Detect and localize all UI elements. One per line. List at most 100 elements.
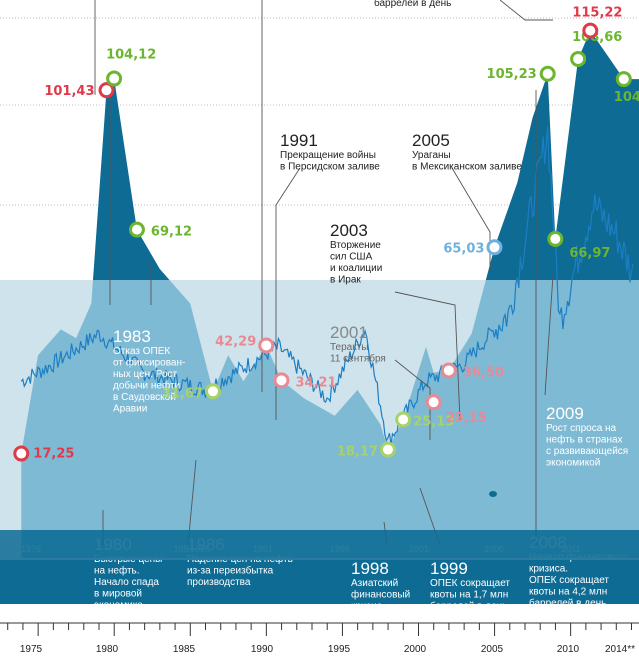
annotation-line: из-за переизбытка xyxy=(187,565,274,577)
annotation-line: квоты на 1,7 млн xyxy=(430,590,508,601)
annotation-line: кризиса. xyxy=(529,564,568,575)
marker-value: 31,67 xyxy=(162,386,203,401)
annotation-year: 1999 xyxy=(430,559,468,578)
price-marker-13: 66,97 xyxy=(547,230,610,261)
price-marker-15: 115,22 xyxy=(572,6,622,39)
marker-circle xyxy=(425,394,442,411)
annotation-line: производства xyxy=(187,577,251,588)
annotation-line: в Ирак xyxy=(330,275,361,286)
events-band-upper xyxy=(0,530,639,560)
monthly-price-line xyxy=(20,126,634,497)
annotation-line: и коалиции xyxy=(330,263,382,274)
x-tick-label: 2005 xyxy=(481,644,504,655)
marker-value: 104,12 xyxy=(106,48,156,63)
leader-2011 xyxy=(499,0,553,21)
annotation-line: в мировой xyxy=(94,589,142,600)
annotation-line: Ураганы xyxy=(412,150,451,161)
marker-value: 105,23 xyxy=(487,67,537,82)
price-marker-0: 17,25 xyxy=(13,445,74,462)
price-marker-10: 36,50 xyxy=(440,362,504,380)
price-marker-3: 69,12 xyxy=(128,221,192,240)
price-markers: 17,25 101,43 104,12 69,12 31,67 42,29 34,21 18,… xyxy=(13,6,639,462)
annotation-year: 1991 xyxy=(280,131,318,150)
x-tick-label: 1980 xyxy=(96,644,119,655)
leader-2005 xyxy=(451,167,491,272)
annotation-line: ных цен. Рост xyxy=(113,369,178,380)
marker-circle xyxy=(582,22,599,39)
annotation-line: финансовый xyxy=(351,589,410,601)
annotation-line: Рост спроса на xyxy=(546,423,617,434)
annotation-line: в Мексиканском заливе xyxy=(412,162,522,173)
x-tick-label: 2014** xyxy=(605,644,635,655)
annotation-year: 2001 xyxy=(330,323,368,342)
price-marker-2: 104,12 xyxy=(106,48,156,87)
marker-circle xyxy=(486,239,503,256)
marker-circle xyxy=(273,372,290,389)
annotation-year: 1983 xyxy=(113,327,151,346)
marker-circle xyxy=(98,82,115,99)
x-tick-label: 1990 xyxy=(251,644,274,655)
x-axis: 1975 1980 1985 1990 1995 2000 2005 2010 2014** xyxy=(0,622,639,655)
annotation-line: баррелей в день xyxy=(529,597,606,609)
annotation-line: от фиксирован- xyxy=(113,357,185,369)
price-marker-4: 31,67 xyxy=(162,383,221,401)
marker-circle xyxy=(128,221,145,238)
annotation-line: Азиатский xyxy=(351,578,398,589)
marker-circle xyxy=(258,337,275,354)
marker-circle xyxy=(570,50,587,67)
marker-circle xyxy=(379,441,396,458)
leader-1991 xyxy=(275,167,301,420)
x-tick-label: 2000 xyxy=(404,644,427,655)
marker-value: 65,03 xyxy=(443,241,484,256)
real-price-area-lower xyxy=(21,280,639,558)
marker-value: 36,50 xyxy=(463,365,504,380)
marker-value: 25,13 xyxy=(413,415,454,430)
monthly-line-marker xyxy=(489,491,497,497)
price-marker-16: 104 xyxy=(614,71,639,105)
marker-circle xyxy=(440,362,457,379)
x-tick-label: 1985 xyxy=(173,644,196,655)
marker-circle xyxy=(205,383,221,400)
annotation-top: баррелей в день xyxy=(374,0,451,9)
annotation-line: баррелей в день xyxy=(430,600,507,612)
price-marker-11: 65,03 xyxy=(443,239,503,256)
annotation-line: Вторжение xyxy=(330,240,381,251)
annotation-line: с развивающейся xyxy=(546,446,628,457)
marker-value: 115,22 xyxy=(572,6,622,21)
marker-value: 18,17 xyxy=(337,445,378,460)
marker-value: 29,15 xyxy=(446,411,487,426)
price-marker-6: 34,21 xyxy=(273,372,337,390)
marker-value: 42,29 xyxy=(215,334,256,349)
marker-circle xyxy=(547,230,564,247)
leader-2001 xyxy=(394,359,431,440)
price-marker-9: 29,15 xyxy=(425,394,487,426)
annotation-line: кризис xyxy=(351,601,382,612)
annotation-year: 1998 xyxy=(351,559,389,578)
annotation-line: сил США xyxy=(330,252,373,263)
marker-value: 66,97 xyxy=(569,246,610,261)
marker-circle xyxy=(13,445,30,462)
annotation-year: 2005 xyxy=(412,131,450,150)
area-light-region xyxy=(21,280,639,558)
price-marker-12: 105,23 xyxy=(487,65,556,82)
annotation-line: 11 сентября xyxy=(330,353,386,365)
leader-2003 xyxy=(394,291,461,421)
annotation-line: Начало спада xyxy=(94,577,159,588)
annotation-line: Отказ ОПЕК xyxy=(113,346,170,357)
marker-circle xyxy=(539,65,556,82)
marker-value: 69,12 xyxy=(151,225,192,240)
annotation-line: экономикой xyxy=(546,458,600,469)
annotation-line: Теракты xyxy=(330,342,369,353)
leader-2009 xyxy=(544,274,554,396)
annotation-line: Прекращение войны xyxy=(280,150,376,161)
annotation-year: 2003 xyxy=(330,221,368,240)
price-marker-8: 25,13 xyxy=(395,411,454,430)
